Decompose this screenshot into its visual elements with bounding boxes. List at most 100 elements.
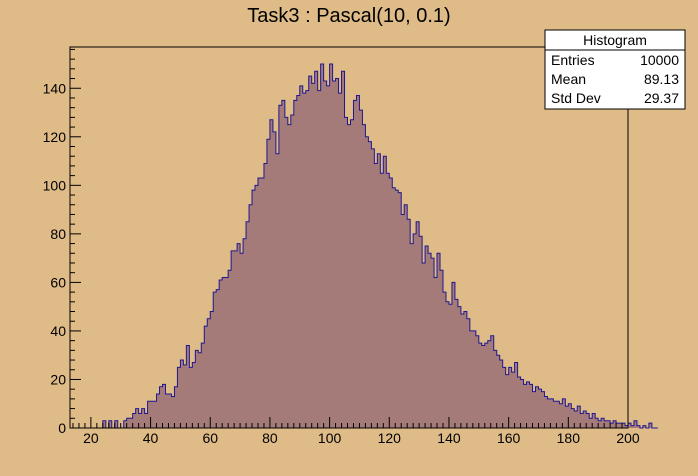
histogram-bin: [538, 389, 541, 428]
stat-entries-value: 10000: [640, 52, 679, 68]
histogram-bin: [482, 345, 485, 428]
histogram-bin: [350, 120, 353, 428]
histogram-outline: [70, 63, 658, 429]
histogram-bin: [440, 270, 443, 428]
histogram-bin: [401, 214, 404, 428]
histogram-bin: [437, 253, 440, 428]
histogram-bin: [371, 149, 374, 428]
histogram-bin: [356, 96, 359, 428]
histogram-bin: [476, 336, 479, 428]
histogram-bin: [470, 331, 473, 428]
histogram-bin: [237, 244, 240, 428]
histogram-bin: [261, 178, 264, 428]
histogram-bin: [422, 263, 425, 428]
histogram-bin: [521, 379, 524, 428]
histogram-bin: [192, 362, 195, 428]
histogram-bin: [282, 100, 285, 428]
histogram-bin: [345, 117, 348, 428]
stat-stddev-value: 29.37: [644, 90, 679, 106]
histogram-bin: [276, 154, 279, 428]
histogram-bin: [413, 234, 416, 428]
histogram-bin: [410, 244, 413, 428]
x-tick-label: 100: [318, 430, 342, 446]
histogram-bin: [204, 326, 207, 428]
histogram-bin: [365, 137, 368, 428]
histogram-bin: [404, 205, 407, 428]
histogram-bin: [458, 307, 461, 428]
histogram-bin: [294, 100, 297, 428]
histogram-bin: [488, 341, 491, 428]
histogram-bin: [210, 312, 213, 428]
statistics-box: Histogram Entries 10000 Mean 89.13 Std D…: [544, 29, 686, 110]
histogram-bin: [500, 360, 503, 428]
y-tick-label: 60: [50, 274, 66, 290]
histogram-bin: [518, 377, 521, 428]
histogram-bin: [631, 426, 634, 428]
histogram-bin: [634, 421, 637, 428]
histogram-bin: [330, 64, 333, 428]
histogram-bin: [497, 355, 500, 428]
histogram-bin: [157, 394, 160, 428]
histogram-bin: [231, 251, 234, 428]
histogram-bin: [473, 331, 476, 428]
histogram-bin: [160, 387, 163, 428]
histogram-bin: [416, 222, 419, 428]
histogram-bin: [342, 71, 345, 428]
histogram-bin: [198, 353, 201, 428]
histogram-bin: [512, 372, 515, 428]
y-tick-label: 140: [43, 80, 67, 96]
histogram-bin: [383, 156, 386, 428]
histogram-bin: [273, 132, 276, 428]
histogram-bin: [377, 154, 380, 428]
histogram-bin: [243, 239, 246, 428]
histogram-bin: [177, 367, 180, 428]
histogram-bin: [443, 292, 446, 428]
histogram-bin: [452, 282, 455, 428]
histogram-bin: [291, 115, 294, 428]
histogram-bin: [249, 205, 252, 428]
histogram-bin: [165, 394, 168, 428]
histogram-bin: [467, 319, 470, 428]
histogram-bin: [395, 190, 398, 428]
plot-area: 20 40 60 80 100 120 140 160 180 200 0 20 40 60 80 100 1…: [43, 46, 658, 446]
stat-stddev-label: Std Dev: [551, 90, 601, 106]
histogram-bin: [533, 392, 536, 428]
x-tick-label: 120: [378, 430, 402, 446]
y-axis: 0 20 40 60 80 100 120 140: [43, 48, 81, 436]
histogram-bin: [279, 105, 282, 428]
histogram-bin: [515, 362, 518, 428]
histogram-bin: [425, 246, 428, 428]
stat-entries-label: Entries: [551, 52, 595, 68]
histogram-bin: [321, 64, 324, 428]
histogram-bin: [461, 314, 464, 428]
histogram-bin: [524, 384, 527, 428]
histogram-bin: [168, 394, 171, 428]
histogram-bin: [368, 142, 371, 428]
histogram-bin: [348, 125, 351, 428]
histogram-bin: [306, 91, 309, 428]
histogram-bin: [446, 302, 449, 428]
y-tick-label: 100: [43, 177, 67, 193]
x-axis: 20 40 60 80 100 120 140 160 180 200: [72, 417, 640, 446]
histogram-bin: [303, 93, 306, 428]
histogram-bin: [309, 76, 312, 428]
histogram-bin: [324, 81, 327, 428]
histogram-bin: [479, 343, 482, 428]
histogram-bin: [264, 163, 267, 428]
x-tick-label: 160: [497, 430, 521, 446]
histogram-bin: [252, 190, 255, 428]
histogram-bin: [207, 319, 210, 428]
x-tick-label: 80: [262, 430, 278, 446]
stat-mean-value: 89.13: [644, 71, 679, 87]
x-tick-label: 20: [83, 430, 99, 446]
histogram-bin: [419, 236, 422, 428]
y-tick-label: 0: [58, 420, 66, 436]
stat-mean-label: Mean: [551, 71, 586, 87]
histogram-bin: [353, 100, 356, 428]
histogram-bin: [163, 384, 166, 428]
histogram-bin: [312, 83, 315, 428]
histogram-bin: [186, 345, 189, 428]
histogram-bin: [318, 91, 321, 428]
histogram-bin: [300, 86, 303, 428]
